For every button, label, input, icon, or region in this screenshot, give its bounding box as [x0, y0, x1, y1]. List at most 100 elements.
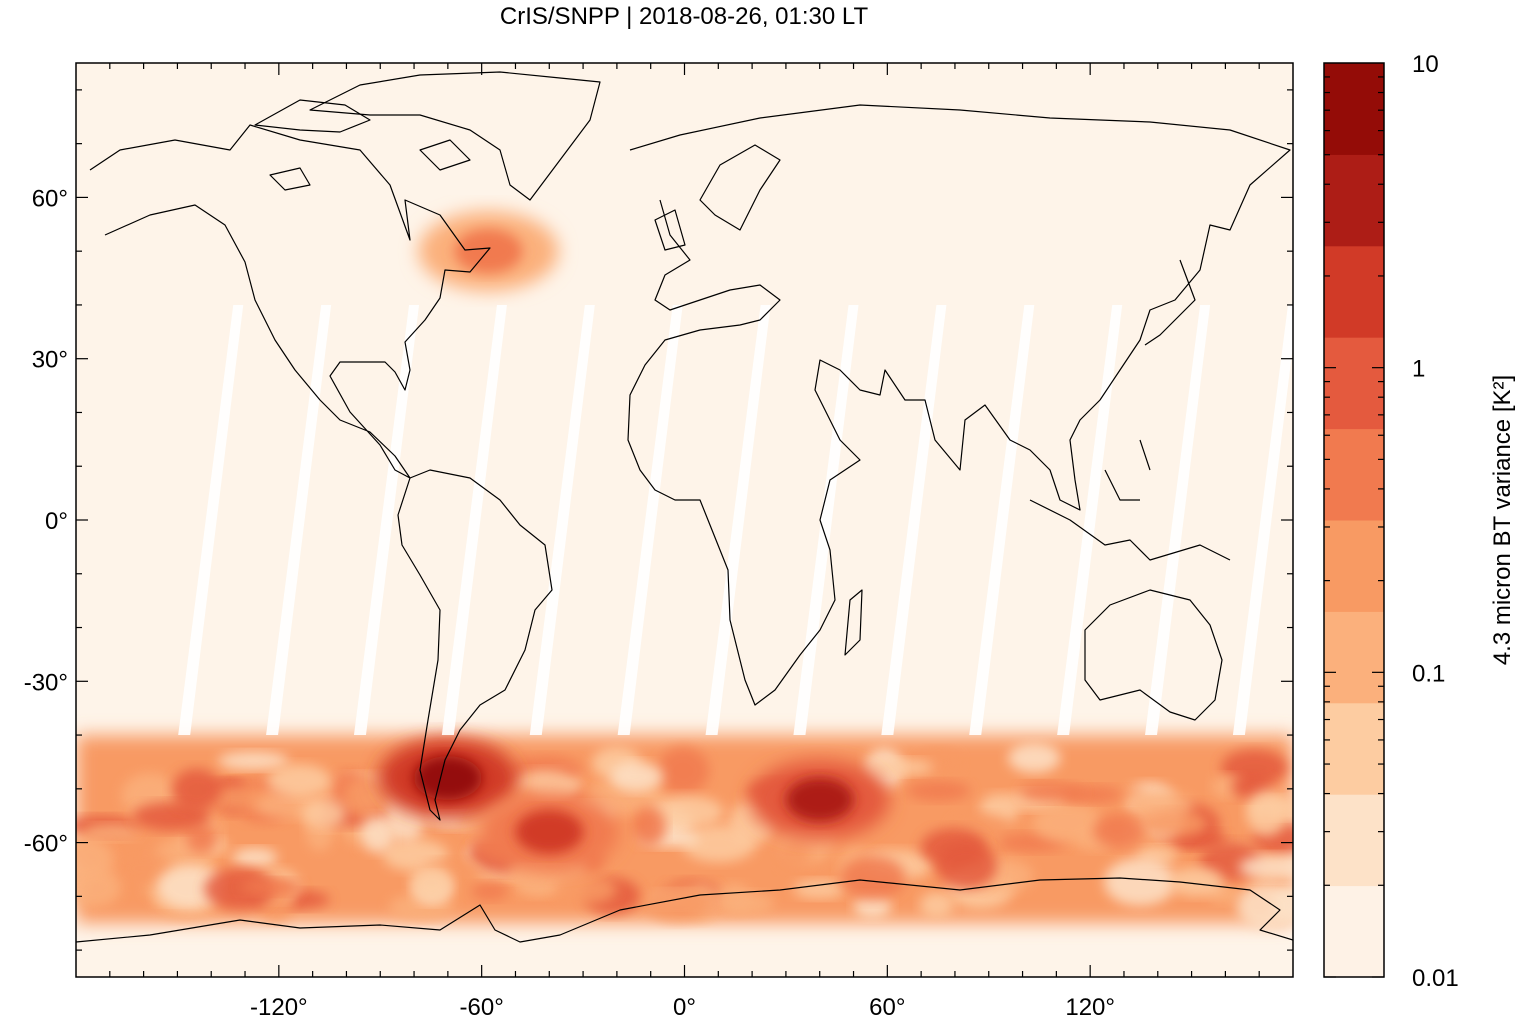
heatmap-cell [239, 878, 303, 896]
coastline-north-america [89, 124, 491, 479]
y-tick-label: 0° [45, 508, 68, 535]
colorbar-labels: 0.01 0.1 1 10 [1412, 51, 1459, 992]
orbit-gap-0 [178, 304, 244, 736]
heatmap-cell [609, 762, 664, 792]
orbit-gap-9 [969, 304, 1035, 736]
colorbar-segment [1324, 337, 1384, 430]
colorbar-segment [1324, 154, 1384, 247]
heatmap-cell [1008, 742, 1061, 773]
coastlines [76, 71, 1293, 943]
coastline-greenland [309, 71, 601, 201]
coastline-scandinavia [699, 144, 781, 231]
x-tick-label: 60° [869, 994, 905, 1020]
heatmap-cell [1019, 782, 1084, 802]
heatmap-cell [555, 874, 617, 905]
heatmap-cell [217, 751, 289, 770]
feature-peak-1 [515, 809, 584, 854]
heatmap-cell [1104, 858, 1176, 906]
axis-ticks [76, 63, 1293, 977]
colorbar-tick-label: 10 [1412, 51, 1439, 78]
heatmap-cell [204, 868, 275, 910]
x-tick-label: 0° [673, 994, 696, 1020]
orbit-gaps [178, 304, 1293, 736]
colorbar-segment [1324, 428, 1384, 521]
orbit-gap-4 [529, 304, 595, 736]
colorbar-frame [1323, 62, 1385, 978]
feature-peak-0 [413, 756, 482, 801]
axis-labels: -120° -60° 0° 60° 120° 60° 30° 0° -30° -60° [24, 185, 1115, 1020]
y-tick-label: 60° [32, 185, 68, 212]
heatmap-cell [1093, 814, 1144, 849]
colorbar-label: 4.3 micron BT variance [K²] [1489, 375, 1516, 665]
colorbar-tick-label: 0.1 [1412, 660, 1445, 687]
heatmap-cell [515, 872, 557, 897]
heatmap-cell [840, 855, 906, 900]
heatmap-cell [1169, 867, 1224, 897]
heatmap-cell [266, 764, 332, 798]
heatmap-cell [301, 798, 346, 829]
colorbar-tick-label: 0.01 [1412, 965, 1459, 992]
coastline-madagascar [844, 589, 863, 656]
heatmap-cell [185, 824, 218, 854]
colorbar-segment [1324, 885, 1384, 978]
heatmap-cell [82, 824, 140, 841]
heatmap-cell [117, 852, 173, 885]
heatmap-cell [793, 879, 846, 899]
heatmap-cell [645, 883, 711, 922]
x-tick-label: 120° [1065, 994, 1115, 1020]
heatmap-cell [471, 882, 509, 901]
coastline-australia [1084, 589, 1223, 721]
coastline-arctic-islands [254, 99, 471, 191]
orbit-gap-3 [441, 304, 507, 736]
coastline-japan [1144, 259, 1196, 346]
heatmap-cell [1032, 802, 1103, 843]
heatmap-cell [657, 747, 710, 795]
colorbar-segment [1324, 245, 1384, 338]
heatmap-cell [633, 806, 667, 847]
heatmap-cell [935, 842, 997, 890]
heatmap-cell [715, 883, 752, 915]
heatmap-cell [919, 891, 954, 919]
feature-peak-2 [785, 777, 854, 822]
heatmap-cell [1221, 749, 1288, 786]
y-tick-label: 30° [32, 347, 68, 374]
colorbar-segment [1324, 794, 1384, 887]
orbit-gap-12 [1232, 304, 1293, 736]
heatmap-cell [1138, 810, 1207, 838]
heatmap [76, 211, 1293, 930]
x-tick-label: -120° [250, 994, 308, 1020]
colorbar [1324, 63, 1384, 978]
orbit-gap-2 [353, 304, 420, 736]
colorbar-segment [1324, 702, 1384, 795]
orbit-gap-8 [881, 304, 947, 736]
orbit-gap-6 [705, 304, 771, 736]
orbit-gap-10 [1057, 304, 1123, 736]
colorbar-segment [1324, 63, 1384, 155]
coastline-british-isles [654, 209, 686, 251]
heatmap-cell [156, 865, 224, 909]
feature-peak-3 [454, 229, 523, 274]
colorbar-tick-label: 1 [1412, 356, 1425, 383]
heatmap-cell [777, 840, 811, 871]
y-tick-label: -30° [24, 669, 68, 696]
coastline-antarctica [76, 877, 1293, 943]
colorbar-segment [1324, 611, 1384, 704]
heatmap-cell [1236, 882, 1293, 930]
orbit-gap-5 [617, 304, 683, 736]
heatmap-cell [906, 780, 971, 802]
x-tick-label: -60° [460, 994, 504, 1020]
heatmap-cell [1246, 790, 1288, 837]
colorbar-segment [1324, 520, 1384, 612]
heatmap-cell [172, 768, 222, 812]
heatmap-cell [360, 816, 396, 853]
heatmap-cell [648, 795, 724, 829]
coastline-maritime-continent [1029, 439, 1231, 561]
heatmap-cell [853, 893, 892, 919]
coastline-south-america [397, 469, 553, 821]
coastline-eurasia-africa [627, 104, 1291, 706]
heatmap-cell [232, 847, 278, 868]
orbit-gap-7 [793, 304, 859, 736]
heatmap-cell [76, 835, 114, 884]
colorbar-ticks [1324, 76, 1384, 978]
